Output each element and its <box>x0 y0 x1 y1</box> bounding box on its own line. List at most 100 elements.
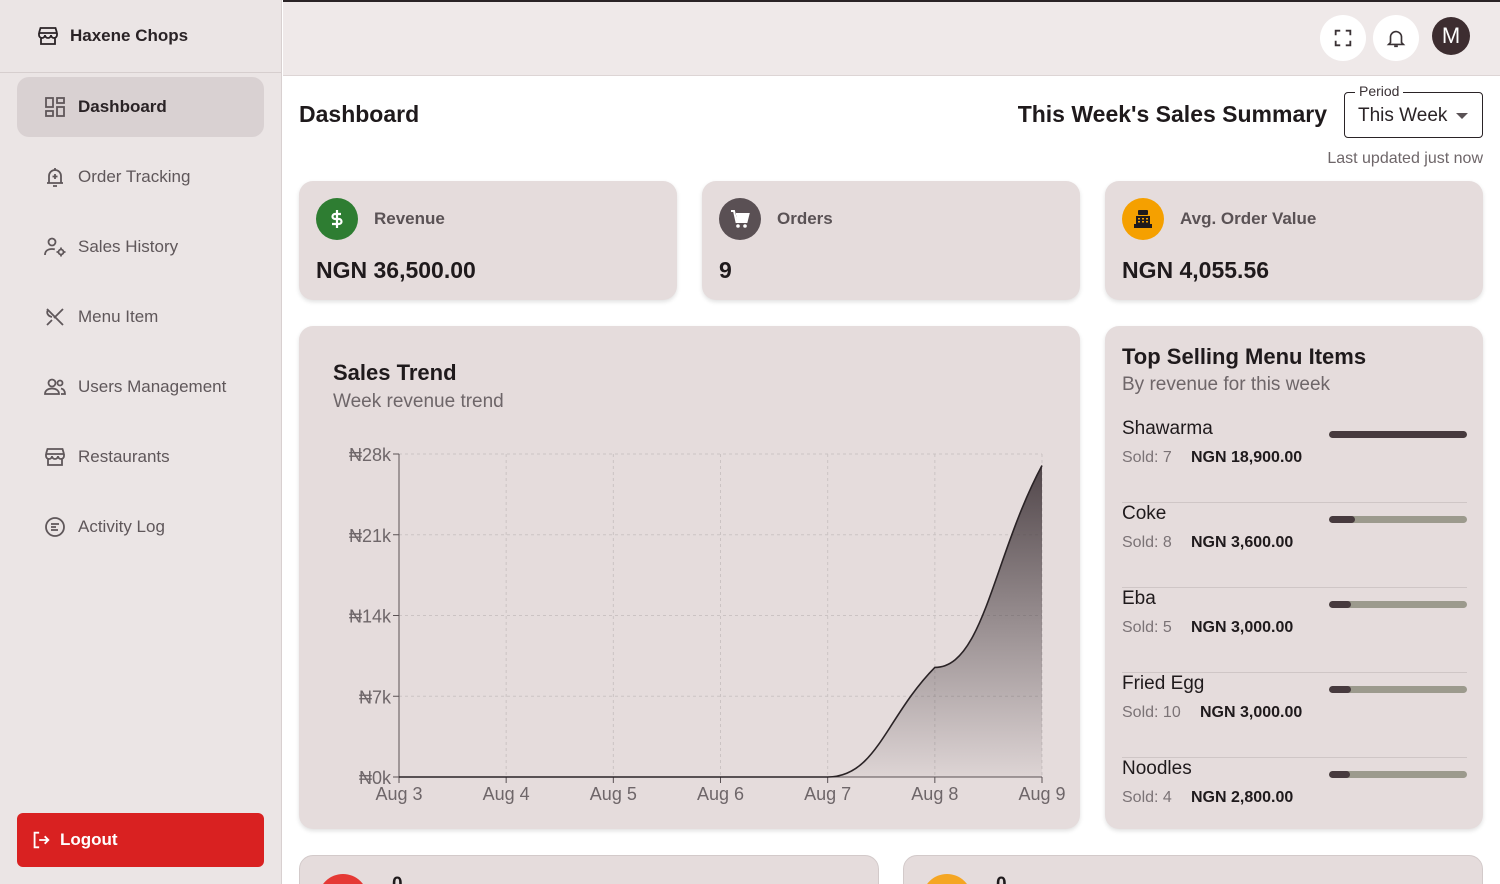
bottom-card-2: 0 <box>903 855 1483 884</box>
logout-icon <box>33 831 50 849</box>
item-amount: NGN 18,900.00 <box>1191 449 1303 466</box>
sidebar-item-label: Dashboard <box>78 97 167 116</box>
caret-down-icon <box>1456 113 1468 119</box>
sales-area-fill <box>399 465 1042 777</box>
sidebar: Haxene Chops Dashboard Order Tracking Sa… <box>0 0 282 884</box>
top-item: Shawarma Sold: 7 NGN 18,900.00 <box>1122 418 1467 503</box>
stat-card-revenue: Revenue NGN 36,500.00 <box>299 181 677 300</box>
logout-button[interactable]: Logout <box>17 813 264 867</box>
last-updated: Last updated just now <box>1327 150 1483 167</box>
x-tick-label: Aug 4 <box>483 784 530 804</box>
top-item: Noodles Sold: 4 NGN 2,800.00 <box>1122 758 1467 843</box>
y-tick-label: ₦7k <box>359 687 392 707</box>
x-tick-label: Aug 9 <box>1018 784 1065 804</box>
users-icon <box>44 378 66 395</box>
item-sold: Sold: 7 <box>1122 449 1172 466</box>
stat-label: Orders <box>777 209 833 228</box>
cart-icon <box>719 198 761 240</box>
sidebar-item-order-tracking[interactable]: Order Tracking <box>17 147 264 207</box>
page-title: Dashboard <box>299 101 420 127</box>
period-select[interactable]: Period This Week <box>1344 83 1483 138</box>
store-icon <box>38 27 58 45</box>
y-tick-label: ₦14k <box>349 607 392 627</box>
sidebar-item-restaurants[interactable]: Restaurants <box>17 427 264 487</box>
item-amount: NGN 3,000.00 <box>1200 704 1303 721</box>
sidebar-item-label: Restaurants <box>78 447 170 466</box>
sidebar-item-label: Sales History <box>78 237 179 256</box>
stat-card-orders: Orders 9 <box>702 181 1080 300</box>
x-tick-label: Aug 5 <box>590 784 637 804</box>
stat-label: Avg. Order Value <box>1180 209 1317 228</box>
item-name: Coke <box>1122 503 1167 524</box>
sidebar-item-activity-log[interactable]: Activity Log <box>17 497 264 557</box>
utensils-icon <box>46 308 64 326</box>
sales-line <box>399 465 1043 778</box>
item-sold: Sold: 5 <box>1122 619 1172 636</box>
chart-subtitle: Week revenue trend <box>333 391 504 412</box>
top-selling-subtitle: By revenue for this week <box>1122 374 1331 395</box>
y-tick-label: ₦21k <box>349 526 392 546</box>
item-amount: NGN 2,800.00 <box>1191 789 1294 806</box>
bottom-card-1: 0 <box>299 855 879 884</box>
fullscreen-icon <box>1334 29 1352 47</box>
brand[interactable]: Haxene Chops <box>0 0 281 73</box>
status-icon <box>318 874 368 884</box>
sidebar-item-menu-item[interactable]: Menu Item <box>17 287 264 347</box>
status-icon <box>922 874 972 884</box>
bottom-card-value: 0 <box>996 874 1007 884</box>
item-sold: Sold: 8 <box>1122 534 1172 551</box>
item-progress-bar <box>1329 431 1467 438</box>
avatar[interactable]: M <box>1432 17 1470 55</box>
x-tick-label: Aug 7 <box>804 784 851 804</box>
item-progress-fill <box>1329 601 1352 608</box>
item-progress-bar <box>1329 771 1467 778</box>
item-name: Fried Egg <box>1122 673 1205 694</box>
stat-card-avg-order: Avg. Order Value NGN 4,055.56 <box>1105 181 1483 300</box>
y-tick-label: ₦0k <box>359 768 392 788</box>
item-progress-fill <box>1329 431 1467 438</box>
item-amount: NGN 3,000.00 <box>1191 619 1294 636</box>
user-gear-icon <box>44 237 66 257</box>
register-icon <box>1122 198 1164 240</box>
dollar-icon <box>316 198 358 240</box>
period-label: Period <box>1355 83 1404 99</box>
stat-value: NGN 36,500.00 <box>316 257 476 283</box>
sidebar-item-users-management[interactable]: Users Management <box>17 357 264 417</box>
sidebar-item-dashboard[interactable]: Dashboard <box>17 77 264 137</box>
item-sold: Sold: 4 <box>1122 789 1172 806</box>
x-tick-label: Aug 3 <box>375 784 422 804</box>
sales-trend-chart: ₦0k ₦7k ₦14k ₦21k ₦28k Aug 3 Aug 4 Aug 5 Aug 6 Au… <box>349 445 1066 804</box>
sidebar-item-sales-history[interactable]: Sales History <box>17 217 264 277</box>
fullscreen-button[interactable] <box>1320 15 1366 61</box>
bell-icon <box>1386 30 1406 48</box>
sidebar-item-label: Menu Item <box>78 307 159 326</box>
item-name: Noodles <box>1122 758 1192 779</box>
item-progress-fill <box>1329 516 1356 523</box>
sidebar-item-label: Activity Log <box>78 517 165 536</box>
stat-label: Revenue <box>374 209 445 228</box>
chart-title: Sales Trend <box>333 360 457 385</box>
summary-title: This Week's Sales Summary <box>1017 101 1327 127</box>
period-value: This Week <box>1358 105 1448 126</box>
item-amount: NGN 3,600.00 <box>1191 534 1294 551</box>
top-item: Coke Sold: 8 NGN 3,600.00 <box>1122 503 1467 588</box>
item-progress-bar <box>1329 686 1467 693</box>
item-name: Eba <box>1122 588 1156 609</box>
notifications-button[interactable] <box>1373 15 1419 61</box>
item-progress-fill <box>1329 771 1350 778</box>
item-progress-bar <box>1329 601 1467 608</box>
top-selling-card: Top Selling Menu Items By revenue for th… <box>1105 326 1483 829</box>
store-icon <box>45 448 65 466</box>
item-sold: Sold: 10 <box>1122 704 1181 721</box>
top-item: Fried Egg Sold: 10 NGN 3,000.00 <box>1122 673 1467 758</box>
y-tick-label: ₦28k <box>349 445 392 465</box>
bottom-card-value: 0 <box>392 874 403 884</box>
item-progress-fill <box>1329 686 1352 693</box>
item-progress-bar <box>1329 516 1467 523</box>
stat-value: NGN 4,055.56 <box>1122 257 1270 283</box>
x-tick-label: Aug 6 <box>697 784 744 804</box>
dashboard-icon <box>45 97 65 117</box>
activity-icon <box>45 517 65 537</box>
sidebar-item-label: Users Management <box>78 377 227 396</box>
sidebar-item-label: Order Tracking <box>78 167 191 186</box>
